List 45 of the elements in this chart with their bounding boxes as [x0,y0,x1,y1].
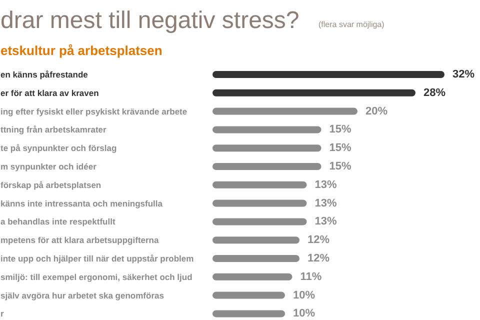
y-tick-label: mpetens för att klara arbetsuppgifterna [0,235,159,246]
data-label: 13% [314,197,337,210]
data-label: 32% [452,68,475,80]
chart-title: drar mest till negativ stress? [0,7,300,34]
bar [212,89,416,96]
y-tick-label: inte upp och hjälper till när det uppstår problem [0,254,194,264]
data-label: 10% [293,289,316,302]
data-label: 12% [308,252,330,264]
bar [212,108,358,115]
bar [212,163,322,170]
text: etskultur på arbetsplatsen [0,43,162,58]
data-label: 28% [424,86,446,99]
data-label: 13% [314,216,337,228]
bar [212,310,285,318]
data-label: 11% [300,270,322,283]
bar [212,144,322,152]
y-tick-label: förskap på arbetsplatsen [0,180,102,190]
data-label: 13% [314,178,337,191]
y-tick-label: ttning från arbetskamrater [0,124,107,135]
bar [212,71,444,78]
bar [212,255,300,262]
y-tick-label: er för att klara av kraven [0,88,99,98]
y-tick-label: m synpunkter och idéer [0,162,98,172]
bar [212,200,307,207]
bar [212,218,307,226]
data-label: 15% [329,160,352,172]
data-label: 20% [366,105,388,118]
bar [212,292,285,299]
y-tick-label: r [0,308,4,319]
y-tick-label: a behandlas inte respektfullt [0,216,116,227]
bar [212,126,322,134]
y-tick-label: själv avgöra hur arbetet ska genomföras [0,290,164,300]
bar [212,273,292,280]
data-label: 10% [293,308,316,320]
data-label: 15% [329,142,352,154]
chart-subtitle: (flera svar möjliga) [318,20,385,29]
data-label: 12% [308,234,330,246]
y-tick-label: ing efter fysiskt eller psykiskt krävande arbete [0,106,188,116]
bar [212,181,307,188]
data-label: 15% [329,124,352,136]
y-tick-label: smiljö: till exempel ergonomi, säkerhet och ljud [0,272,192,282]
y-tick-label: en känns påfrestande [0,70,88,80]
y-tick-label: känns inte intressanta och meningsfulla [0,198,163,208]
bar [212,236,300,244]
y-tick-label: te på synpunkter och förslag [0,143,117,154]
